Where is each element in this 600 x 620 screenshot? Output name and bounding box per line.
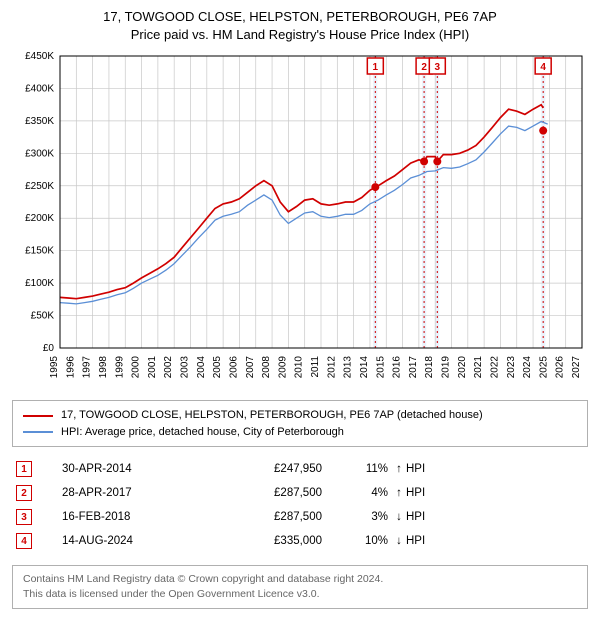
- svg-text:£0: £0: [43, 343, 55, 354]
- legend: 17, TOWGOOD CLOSE, HELPSTON, PETERBOROUG…: [12, 400, 588, 447]
- svg-text:1997: 1997: [82, 356, 93, 379]
- svg-text:£450K: £450K: [25, 51, 54, 62]
- svg-text:2000: 2000: [131, 356, 142, 379]
- svg-text:2012: 2012: [326, 356, 337, 379]
- footer-line-1: Contains HM Land Registry data © Crown c…: [23, 572, 577, 587]
- footer-line-2: This data is licensed under the Open Gov…: [23, 587, 577, 602]
- tx-date: 28-APR-2017: [62, 487, 212, 499]
- svg-text:2027: 2027: [571, 356, 582, 379]
- svg-text:2026: 2026: [555, 356, 566, 379]
- tx-date: 16-FEB-2018: [62, 511, 212, 523]
- svg-text:1995: 1995: [49, 356, 60, 379]
- svg-text:1996: 1996: [65, 356, 76, 379]
- down-arrow-icon: ↓: [392, 535, 406, 547]
- svg-text:2003: 2003: [180, 356, 191, 379]
- tx-date: 30-APR-2014: [62, 463, 212, 475]
- svg-text:2007: 2007: [245, 356, 256, 379]
- svg-text:2006: 2006: [228, 356, 239, 379]
- svg-text:2018: 2018: [424, 356, 435, 379]
- svg-text:3: 3: [435, 62, 441, 73]
- down-arrow-icon: ↓: [392, 511, 406, 523]
- svg-text:£250K: £250K: [25, 181, 54, 192]
- legend-swatch-hpi: [23, 431, 53, 433]
- svg-text:2023: 2023: [506, 356, 517, 379]
- title-line-2: Price paid vs. HM Land Registry's House …: [12, 26, 588, 44]
- tx-price: £335,000: [212, 535, 322, 547]
- table-row: 3 16-FEB-2018 £287,500 3% ↓ HPI: [12, 505, 588, 529]
- chart-container: 17, TOWGOOD CLOSE, HELPSTON, PETERBOROUG…: [0, 0, 600, 619]
- tx-suffix: HPI: [406, 487, 436, 499]
- svg-text:2017: 2017: [408, 356, 419, 379]
- svg-text:£400K: £400K: [25, 84, 54, 95]
- svg-text:2013: 2013: [343, 356, 354, 379]
- svg-text:£300K: £300K: [25, 149, 54, 160]
- svg-text:2: 2: [421, 62, 427, 73]
- svg-text:2020: 2020: [457, 356, 468, 379]
- svg-text:1998: 1998: [98, 356, 109, 379]
- tx-date: 14-AUG-2024: [62, 535, 212, 547]
- table-row: 4 14-AUG-2024 £335,000 10% ↓ HPI: [12, 529, 588, 553]
- tx-pct: 4%: [322, 487, 392, 499]
- svg-text:1: 1: [373, 62, 379, 73]
- svg-text:2002: 2002: [163, 356, 174, 379]
- svg-text:2025: 2025: [538, 356, 549, 379]
- up-arrow-icon: ↑: [392, 487, 406, 499]
- legend-item-property: 17, TOWGOOD CLOSE, HELPSTON, PETERBOROUG…: [23, 407, 577, 424]
- tx-pct: 11%: [322, 463, 392, 475]
- title-block: 17, TOWGOOD CLOSE, HELPSTON, PETERBOROUG…: [12, 8, 588, 44]
- tx-pct: 3%: [322, 511, 392, 523]
- tx-marker-1: 1: [16, 461, 32, 477]
- svg-text:2016: 2016: [392, 356, 403, 379]
- svg-text:2019: 2019: [441, 356, 452, 379]
- svg-text:£200K: £200K: [25, 214, 54, 225]
- svg-text:2005: 2005: [212, 356, 223, 379]
- legend-swatch-property: [23, 415, 53, 417]
- table-row: 1 30-APR-2014 £247,950 11% ↑ HPI: [12, 457, 588, 481]
- tx-suffix: HPI: [406, 511, 436, 523]
- tx-marker-4: 4: [16, 533, 32, 549]
- legend-label-hpi: HPI: Average price, detached house, City…: [61, 424, 344, 441]
- svg-text:2011: 2011: [310, 356, 321, 378]
- tx-pct: 10%: [322, 535, 392, 547]
- svg-text:1999: 1999: [114, 356, 125, 379]
- svg-text:2010: 2010: [294, 356, 305, 379]
- svg-text:2014: 2014: [359, 356, 370, 379]
- svg-text:2021: 2021: [473, 356, 484, 379]
- legend-label-property: 17, TOWGOOD CLOSE, HELPSTON, PETERBOROUG…: [61, 407, 483, 424]
- price-chart: £0 £50K £100K £150K £200K £250K £300K £350K £400…: [12, 50, 588, 390]
- tx-suffix: HPI: [406, 535, 436, 547]
- svg-text:£50K: £50K: [31, 311, 55, 322]
- tx-marker-3: 3: [16, 509, 32, 525]
- svg-text:2024: 2024: [522, 356, 533, 379]
- tx-price: £247,950: [212, 463, 322, 475]
- svg-text:2009: 2009: [277, 356, 288, 379]
- svg-text:£150K: £150K: [25, 246, 54, 257]
- svg-text:4: 4: [540, 62, 546, 73]
- up-arrow-icon: ↑: [392, 463, 406, 475]
- svg-text:2004: 2004: [196, 356, 207, 379]
- svg-text:2022: 2022: [489, 356, 500, 379]
- footer-note: Contains HM Land Registry data © Crown c…: [12, 565, 588, 608]
- table-row: 2 28-APR-2017 £287,500 4% ↑ HPI: [12, 481, 588, 505]
- title-line-1: 17, TOWGOOD CLOSE, HELPSTON, PETERBOROUG…: [12, 8, 588, 26]
- svg-text:2001: 2001: [147, 356, 158, 379]
- svg-text:2015: 2015: [375, 356, 386, 379]
- svg-text:2008: 2008: [261, 356, 272, 379]
- tx-suffix: HPI: [406, 463, 436, 475]
- legend-item-hpi: HPI: Average price, detached house, City…: [23, 424, 577, 441]
- svg-text:£100K: £100K: [25, 278, 54, 289]
- svg-text:£350K: £350K: [25, 116, 54, 127]
- transactions-table: 1 30-APR-2014 £247,950 11% ↑ HPI 2 28-AP…: [12, 457, 588, 553]
- chart-svg: £0 £50K £100K £150K £200K £250K £300K £350K £400…: [12, 50, 588, 390]
- tx-price: £287,500: [212, 487, 322, 499]
- tx-marker-2: 2: [16, 485, 32, 501]
- tx-price: £287,500: [212, 511, 322, 523]
